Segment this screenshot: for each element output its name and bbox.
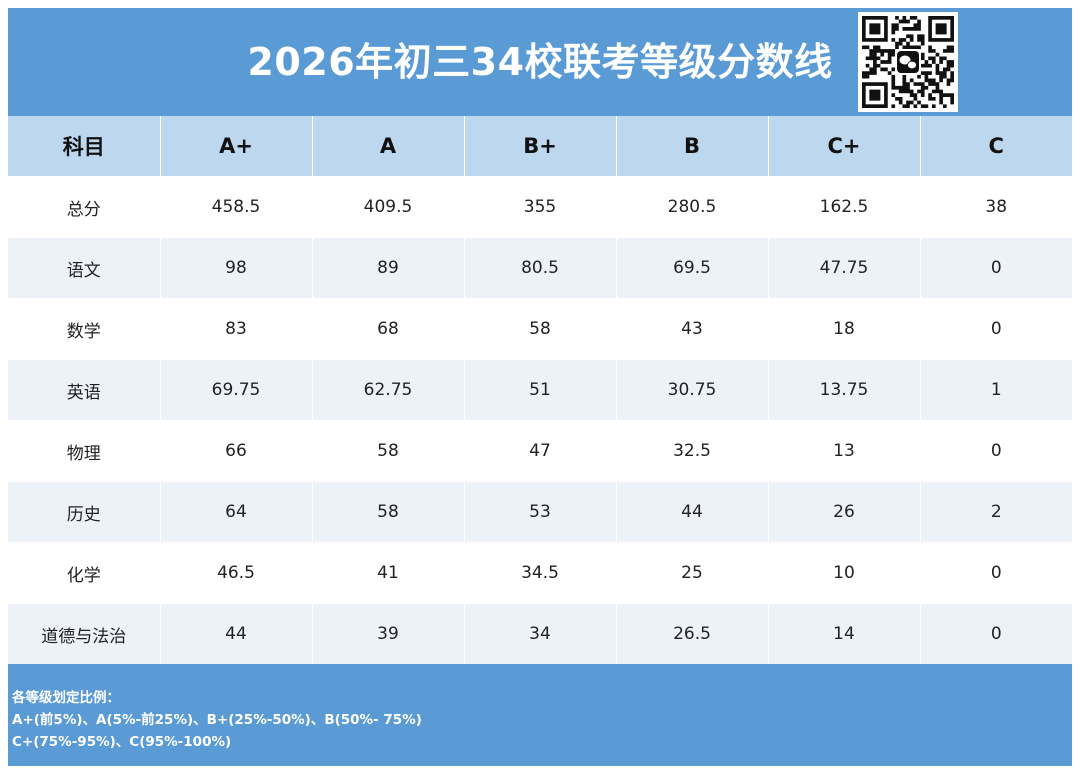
score-cell: 83 (160, 298, 313, 360)
score-cell: 34.5 (464, 542, 617, 604)
score-cell: 13.75 (768, 359, 921, 421)
score-cell: 280.5 (616, 176, 769, 238)
score-cell: 30.75 (616, 359, 769, 421)
title-banner: 2026年初三34校联考等级分数线 (8, 8, 1072, 116)
score-cell: 89 (312, 237, 465, 299)
table-row: 历史 64 58 53 44 26 2 (8, 481, 1072, 543)
score-cell: 68 (312, 298, 465, 360)
score-cell: 53 (464, 481, 617, 543)
wechat-qr-code-icon (858, 12, 958, 112)
score-cell: 66 (160, 420, 313, 482)
score-cell: 2 (920, 481, 1072, 543)
grade-ratio-note: 各等级划定比例： A+(前5%)、A(5%-前25%)、B+(25%-50%)、… (8, 664, 1072, 766)
column-header-b: B (616, 116, 769, 177)
score-cell: 409.5 (312, 176, 465, 238)
score-cell: 0 (920, 298, 1072, 360)
table-row: 物理 66 58 47 32.5 13 0 (8, 420, 1072, 482)
note-line-1: A+(前5%)、A(5%-前25%)、B+(25%-50%)、B(50%- 75… (12, 712, 422, 728)
column-header-c-plus: C+ (768, 116, 921, 177)
table-header-row: 科目 A+ A B+ B C+ C (8, 116, 1072, 177)
score-cell: 458.5 (160, 176, 313, 238)
score-cell: 80.5 (464, 237, 617, 299)
score-cell: 62.75 (312, 359, 465, 421)
score-cell: 58 (312, 481, 465, 543)
subject-cell: 历史 (8, 481, 161, 543)
score-cell: 69.5 (616, 237, 769, 299)
page-title: 2026年初三34校联考等级分数线 (247, 40, 833, 84)
score-cell: 355 (464, 176, 617, 238)
score-cell: 43 (616, 298, 769, 360)
subject-cell: 化学 (8, 542, 161, 604)
subject-cell: 语文 (8, 237, 161, 299)
score-cell: 0 (920, 237, 1072, 299)
score-cell: 58 (312, 420, 465, 482)
note-line-2: C+(75%-95%)、C(95%-100%) (12, 734, 232, 750)
qr-modules (862, 16, 954, 108)
score-cell: 39 (312, 603, 465, 664)
score-cell: 58 (464, 298, 617, 360)
score-cell: 64 (160, 481, 313, 543)
table-row: 数学 83 68 58 43 18 0 (8, 298, 1072, 360)
score-cell: 0 (920, 603, 1072, 664)
note-heading: 各等级划定比例： (12, 690, 120, 706)
score-cell: 69.75 (160, 359, 313, 421)
table-row: 语文 98 89 80.5 69.5 47.75 0 (8, 237, 1072, 299)
subject-cell: 道德与法治 (8, 603, 161, 664)
score-cell: 46.5 (160, 542, 313, 604)
score-cell: 1 (920, 359, 1072, 421)
grade-table: 科目 A+ A B+ B C+ C 总分 458.5 409.5 355 280… (8, 116, 1072, 664)
table-row: 化学 46.5 41 34.5 25 10 0 (8, 542, 1072, 604)
score-cell: 44 (616, 481, 769, 543)
subject-cell: 物理 (8, 420, 161, 482)
score-cell: 51 (464, 359, 617, 421)
score-cell: 0 (920, 420, 1072, 482)
score-cell: 18 (768, 298, 921, 360)
score-cell: 162.5 (768, 176, 921, 238)
score-cell: 34 (464, 603, 617, 664)
score-cell: 47 (464, 420, 617, 482)
column-header-subject: 科目 (8, 116, 161, 177)
subject-cell: 英语 (8, 359, 161, 421)
score-sheet: 2026年初三34校联考等级分数线 科目 A+ A B+ B C+ C 总分 4… (8, 8, 1072, 766)
score-cell: 44 (160, 603, 313, 664)
subject-cell: 数学 (8, 298, 161, 360)
column-header-c: C (920, 116, 1072, 177)
subject-cell: 总分 (8, 176, 161, 238)
score-cell: 47.75 (768, 237, 921, 299)
score-cell: 13 (768, 420, 921, 482)
score-cell: 0 (920, 542, 1072, 604)
score-cell: 38 (920, 176, 1072, 238)
column-header-b-plus: B+ (464, 116, 617, 177)
score-cell: 26.5 (616, 603, 769, 664)
table-row: 总分 458.5 409.5 355 280.5 162.5 38 (8, 176, 1072, 238)
score-cell: 98 (160, 237, 313, 299)
score-cell: 14 (768, 603, 921, 664)
column-header-a: A (312, 116, 465, 177)
score-cell: 25 (616, 542, 769, 604)
table-row: 英语 69.75 62.75 51 30.75 13.75 1 (8, 359, 1072, 421)
table-row: 道德与法治 44 39 34 26.5 14 0 (8, 603, 1072, 664)
score-cell: 26 (768, 481, 921, 543)
score-cell: 10 (768, 542, 921, 604)
column-header-a-plus: A+ (160, 116, 313, 177)
score-cell: 32.5 (616, 420, 769, 482)
score-cell: 41 (312, 542, 465, 604)
